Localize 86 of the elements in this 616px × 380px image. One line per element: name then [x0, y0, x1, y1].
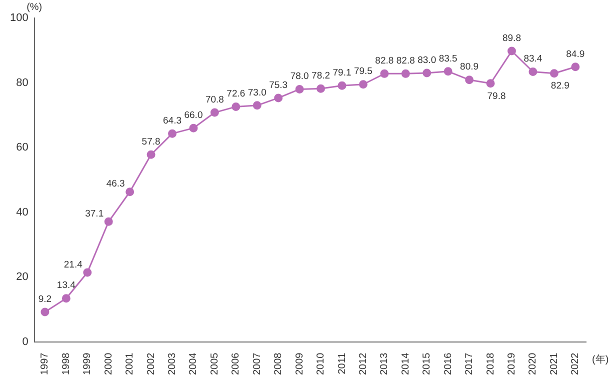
data-label: 79.8 — [487, 90, 506, 102]
point — [507, 46, 516, 56]
point — [210, 108, 219, 117]
data-label: 82.9 — [550, 80, 570, 92]
point — [316, 84, 326, 93]
data-label: 78.0 — [290, 71, 309, 82]
data-label: 37.1 — [85, 208, 104, 220]
data-label: 72.6 — [226, 88, 246, 100]
x-tick-label: 2012 — [358, 352, 369, 376]
x-tick-label: 2008 — [273, 352, 284, 376]
point — [358, 80, 368, 89]
x-tick-label: 2010 — [316, 352, 327, 376]
data-label: 13.4 — [56, 280, 76, 292]
data-label: 66.0 — [184, 110, 203, 121]
data-label: 83.5 — [438, 53, 458, 64]
point — [168, 129, 177, 138]
data-label: 79.5 — [354, 66, 372, 78]
point — [444, 67, 452, 76]
x-tick-label: 2009 — [294, 352, 306, 376]
x-tick-label: 2014 — [400, 352, 412, 376]
data-label: 70.8 — [205, 94, 224, 106]
x-tick-label: 2001 — [124, 352, 136, 376]
x-tick-label: 2017 — [464, 352, 476, 376]
x-tick-label: 2003 — [167, 352, 178, 376]
x-tick-label: 2019 — [506, 352, 518, 376]
data-label: 89.8 — [502, 32, 521, 44]
x-axis-title: (年) — [592, 354, 609, 366]
data-label: 79.1 — [332, 68, 352, 79]
data-label: 84.9 — [566, 48, 585, 60]
data-label: 21.4 — [64, 259, 82, 270]
point — [189, 124, 198, 132]
x-tick-label: 2007 — [252, 352, 263, 376]
x-tick-label: 2016 — [442, 352, 454, 376]
data-label: 64.3 — [163, 115, 182, 126]
x-tick-label: 2002 — [146, 352, 157, 376]
data-label: 80.9 — [460, 62, 479, 73]
x-tick-label: 2006 — [230, 352, 242, 376]
x-tick-label: 1998 — [60, 352, 72, 376]
point — [62, 294, 70, 303]
data-label: 82.8 — [396, 56, 415, 67]
x-tick-label: 2013 — [379, 352, 390, 376]
point — [401, 69, 410, 78]
x-tick-label: 2015 — [422, 352, 433, 376]
point — [380, 69, 389, 78]
y-tick-label: 0 — [22, 336, 28, 348]
x-tick-label: 2021 — [548, 352, 560, 376]
x-tick-label: 2011 — [336, 352, 348, 374]
point — [146, 150, 156, 159]
point — [550, 69, 558, 78]
data-label: 83.4 — [524, 54, 542, 65]
point — [465, 76, 474, 84]
y-tick-label: 100 — [10, 12, 28, 24]
x-tick-label: 2018 — [485, 352, 496, 376]
point — [232, 102, 240, 111]
x-tick-label: 2022 — [570, 352, 582, 376]
point — [571, 62, 580, 72]
data-label: 46.3 — [106, 178, 125, 190]
x-tick-label: 2000 — [103, 352, 114, 376]
x-tick-label: 2020 — [528, 352, 539, 376]
point — [422, 68, 432, 78]
y-tick-label: 40 — [16, 206, 28, 218]
data-label: 73.0 — [248, 87, 266, 98]
data-label: 9.2 — [38, 294, 52, 305]
point — [126, 188, 134, 196]
point — [274, 94, 283, 102]
point — [295, 84, 304, 94]
data-label: 57.8 — [142, 136, 160, 148]
y-tick-label: 20 — [16, 271, 28, 284]
x-tick-label: 1997 — [40, 352, 51, 376]
x-tick-label: 2005 — [209, 352, 220, 376]
point — [338, 81, 346, 90]
x-tick-label: 2004 — [188, 352, 200, 376]
point — [40, 308, 50, 316]
point — [486, 79, 495, 88]
data-label: 83.0 — [418, 54, 436, 66]
y-tick-label: 60 — [16, 142, 28, 154]
point — [252, 101, 262, 110]
point — [528, 67, 538, 76]
point — [104, 217, 113, 226]
point — [83, 268, 92, 277]
y-tick-label: 80 — [16, 76, 28, 89]
x-tick-label: 1999 — [82, 352, 94, 376]
data-label: 78.2 — [312, 70, 330, 82]
data-label: 82.8 — [375, 56, 394, 67]
y-axis-title: (%) — [26, 2, 42, 13]
data-label: 75.3 — [269, 80, 288, 91]
